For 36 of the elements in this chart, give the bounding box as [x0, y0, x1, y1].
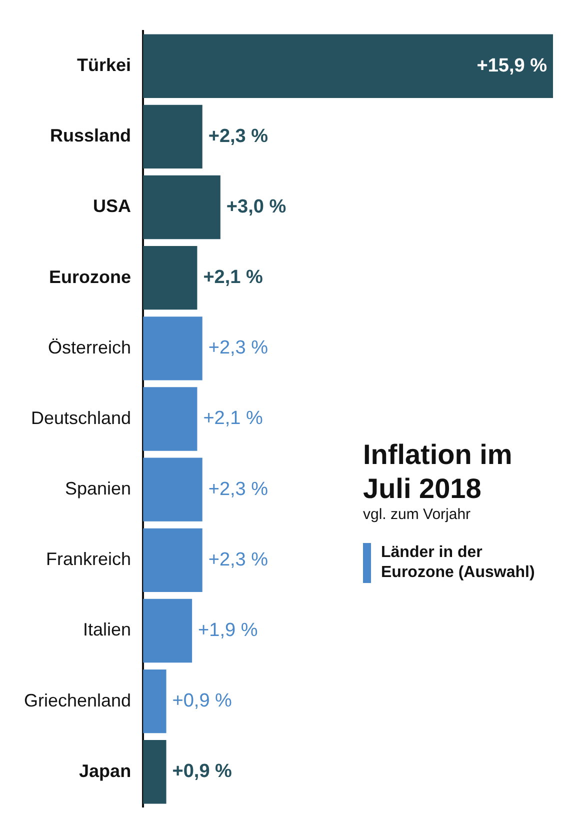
y-tick-label: Eurozone — [49, 266, 132, 287]
data-label: +1,9 % — [198, 620, 258, 641]
y-tick-label: Frankreich — [46, 549, 132, 570]
bar — [143, 104, 202, 169]
y-tick-label: Türkei — [77, 55, 132, 76]
data-label: +0,9 % — [172, 690, 232, 712]
bar — [143, 598, 192, 663]
bar — [143, 246, 198, 310]
bar — [143, 175, 220, 240]
data-label: +2,3 % — [208, 126, 268, 147]
y-tick-label: Italien — [83, 620, 132, 640]
y-tick-label: Österreich — [48, 337, 132, 358]
y-tick-label: Deutschland — [30, 408, 132, 428]
bar — [143, 458, 202, 522]
data-label: +2,3 % — [208, 478, 268, 500]
bar — [143, 669, 166, 734]
y-tick-label: Spanien — [65, 478, 132, 499]
bar — [143, 528, 202, 592]
text: vgl. zum Vorjahr — [363, 506, 472, 523]
data-label: +2,3 % — [208, 549, 268, 570]
y-tick-label: Russland — [50, 126, 132, 146]
bar — [143, 740, 166, 804]
data-label: +15,9 % — [476, 55, 548, 76]
bar — [143, 34, 553, 98]
data-label: +2,1 % — [203, 408, 263, 430]
bar — [143, 316, 202, 380]
data-label: +0,9 % — [172, 761, 232, 782]
text: Inflation im Juli 2018 — [363, 438, 514, 506]
data-label: +2,1 % — [203, 267, 263, 288]
text: Länder in der Eurozone (Auswahl) — [381, 543, 536, 583]
y-tick-label: Griechenland — [24, 690, 132, 710]
data-label: +2,3 % — [208, 338, 268, 359]
bar — [143, 387, 198, 451]
y-tick-label: Japan — [79, 760, 132, 781]
y-tick-label: USA — [93, 196, 132, 216]
data-label: +3,0 % — [226, 196, 286, 218]
